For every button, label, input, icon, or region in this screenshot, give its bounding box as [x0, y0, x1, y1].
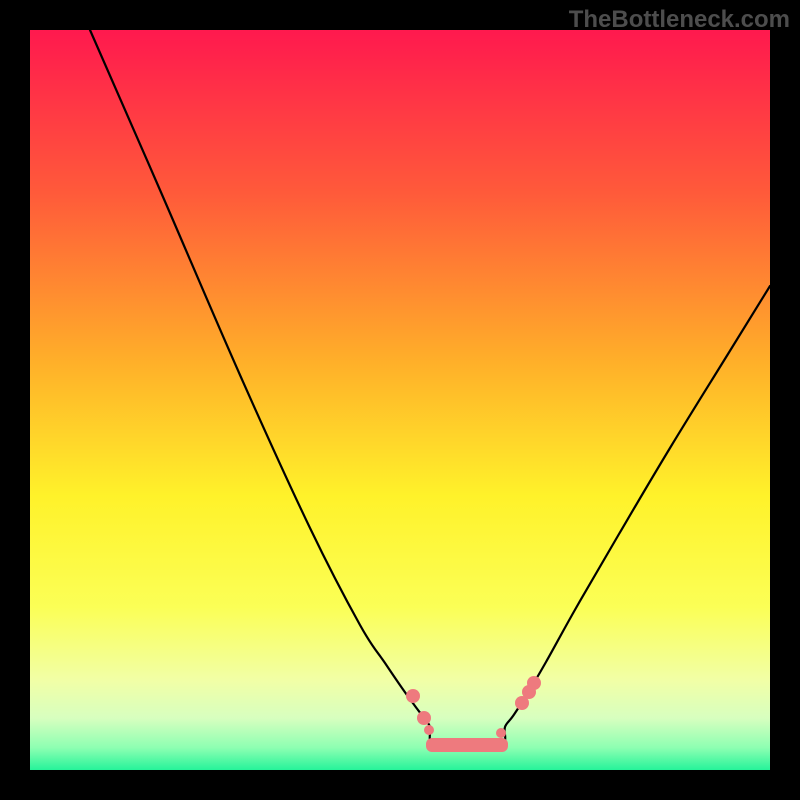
marker-group: [406, 676, 541, 752]
marker-4: [496, 728, 506, 738]
marker-0: [406, 689, 420, 703]
marker-3: [426, 738, 508, 752]
marker-1: [417, 711, 431, 725]
chart-frame: TheBottleneck.com: [0, 0, 800, 800]
bottleneck-curve: [90, 30, 770, 746]
plot-area: [30, 30, 770, 770]
marker-2: [424, 725, 434, 735]
curve-layer: [30, 30, 770, 770]
watermark-text: TheBottleneck.com: [569, 6, 790, 34]
marker-7: [527, 676, 541, 690]
